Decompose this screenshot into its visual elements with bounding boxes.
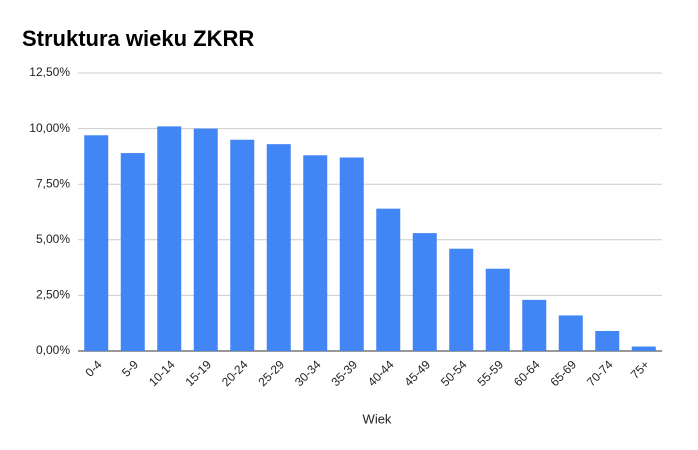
x-tick-label: 40-44 [365,357,397,389]
x-tick-label: 60-64 [511,357,543,389]
bar [266,144,291,351]
bar [631,346,656,351]
x-tick-label: 15-19 [183,357,215,389]
x-tick-label: 55-59 [475,357,507,389]
x-tick-label: 0-4 [82,357,104,379]
x-axis-title: Wiek [363,411,392,426]
x-tick-label: 35-39 [329,357,361,389]
chart-title: Struktura wieku ZKRR [22,26,254,51]
x-tick-label: 5-9 [119,357,141,379]
bar [120,153,145,351]
bar [412,233,437,351]
x-tick-label: 10-14 [146,357,178,389]
bar [84,135,109,351]
bar [376,208,401,351]
x-tick-label: 65-69 [548,357,580,389]
x-tick-label: 20-24 [219,357,251,389]
x-tick-label: 75+ [628,357,652,381]
bar [558,315,583,351]
x-tick-label: 25-29 [256,357,288,389]
y-tick-label: 10,00% [29,121,70,135]
bar [303,155,328,351]
y-tick-label: 12,50% [29,65,70,79]
bar [485,268,510,351]
bar [339,157,364,351]
x-tick-label: 30-34 [292,357,324,389]
y-tick-label: 5,00% [36,232,70,246]
x-tick-label: 70-74 [584,357,616,389]
y-tick-label: 7,50% [36,176,70,190]
x-tick-label: 45-49 [402,357,434,389]
bar [449,248,474,351]
y-tick-label: 0,00% [36,343,70,357]
x-tick-label: 50-54 [438,357,470,389]
bar [157,126,182,351]
bar [230,139,255,351]
bar [193,128,218,351]
y-tick-label: 2,50% [36,288,70,302]
bar [522,299,547,351]
bar [595,330,620,351]
